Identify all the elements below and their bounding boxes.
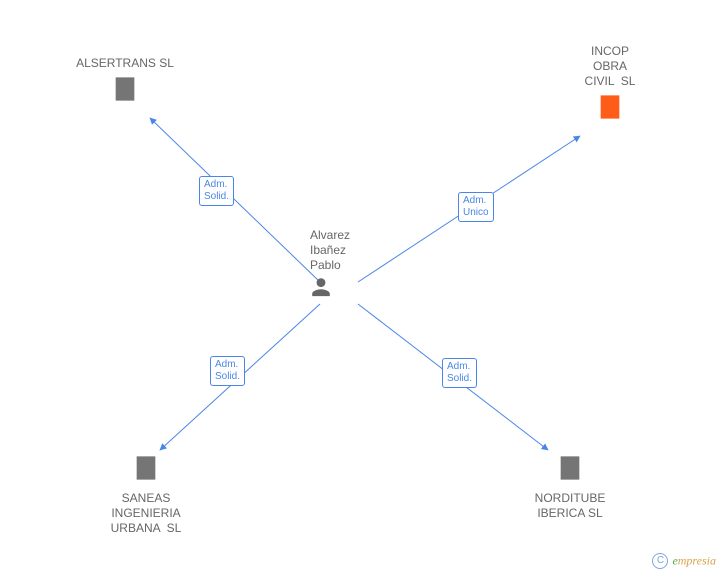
building-icon	[596, 93, 624, 121]
node-alsertrans: ALSERTRANS SL	[60, 56, 190, 108]
watermark-brand: empresia	[672, 554, 716, 568]
diagram-canvas: Alvarez Ibañez Pablo ALSERTRANS SL INCOP…	[0, 0, 728, 575]
person-icon	[310, 275, 332, 299]
node-incop-label: INCOP OBRA CIVIL SL	[570, 44, 650, 89]
center-node-label: Alvarez Ibañez Pablo	[310, 228, 350, 273]
node-norditube: NORDITUBE IBERICA SL	[520, 454, 620, 521]
center-node: Alvarez Ibañez Pablo	[310, 228, 350, 304]
edge-alsertrans	[150, 118, 320, 282]
building-icon	[132, 454, 160, 482]
watermark: Cempresia	[652, 553, 716, 569]
node-saneas-label: SANEAS INGENIERIA URBANA SL	[96, 491, 196, 536]
node-saneas: SANEAS INGENIERIA URBANA SL	[96, 454, 196, 536]
building-icon	[111, 75, 139, 103]
copyright-icon: C	[652, 553, 668, 569]
node-norditube-label: NORDITUBE IBERICA SL	[520, 491, 620, 521]
edge-badge-norditube: Adm. Solid.	[442, 358, 477, 388]
node-incop: INCOP OBRA CIVIL SL	[570, 44, 650, 126]
edge-badge-alsertrans: Adm. Solid.	[199, 176, 234, 206]
node-alsertrans-label: ALSERTRANS SL	[60, 56, 190, 71]
edge-badge-incop: Adm. Unico	[458, 192, 494, 222]
building-icon	[556, 454, 584, 482]
edge-badge-saneas: Adm. Solid.	[210, 356, 245, 386]
